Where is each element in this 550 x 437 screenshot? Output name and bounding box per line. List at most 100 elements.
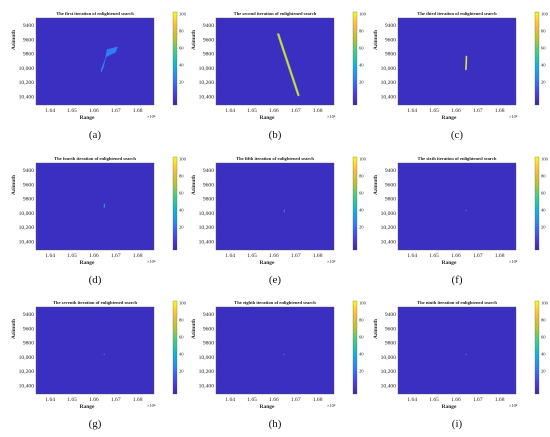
panel-f: The sixth iteration of enlightened searc… <box>373 156 549 286</box>
x-tick-label: 1.67 <box>473 397 483 403</box>
y-tick-label: 9400 <box>385 168 396 174</box>
y-tick-label: 10,200 <box>199 369 215 375</box>
search-point <box>283 353 285 356</box>
x-tick-label: 1.64 <box>45 108 55 114</box>
x-axis-label: Range <box>442 404 457 410</box>
y-tick-label: 10,000 <box>19 211 35 217</box>
panel-caption: (e) <box>269 274 282 286</box>
panel-title: The first iteration of enlightened searc… <box>56 11 134 16</box>
x-tick-label: 1.65 <box>247 108 257 114</box>
y-tick-label: 9800 <box>23 197 34 203</box>
y-tick-label: 10,000 <box>381 355 397 361</box>
colorbar-tick-label: 40 <box>359 208 364 213</box>
y-tick-label: 9800 <box>385 341 396 347</box>
x-tick-label: 1.67 <box>473 108 483 114</box>
x-tick-label: 1.65 <box>247 253 257 259</box>
colorbar-tick-label: 60 <box>541 335 546 340</box>
y-tick-label: 9800 <box>203 197 214 203</box>
y-axis-label: Azimuth <box>191 175 197 195</box>
panel-title: The fourth iteration of enlightened sear… <box>54 156 136 161</box>
y-tick-label: 9600 <box>203 326 214 332</box>
y-axis-label: Azimuth <box>11 319 17 339</box>
x-tick-label: 1.66 <box>269 397 279 403</box>
x-exponent-label: ×10⁴ <box>509 114 518 119</box>
y-tick-label: 9600 <box>23 182 34 188</box>
colorbar-tick-label: 60 <box>541 46 546 51</box>
panel-b: The second iteration of enlightened sear… <box>191 11 367 141</box>
x-tick-label: 1.67 <box>291 253 301 259</box>
colorbar-tick-label: 60 <box>541 191 546 196</box>
colorbar-tick-label: 60 <box>359 335 364 340</box>
heatmap-background <box>215 306 335 395</box>
y-tick-label: 9400 <box>23 23 34 29</box>
y-tick-label: 9800 <box>23 52 34 58</box>
x-axis-label: Range <box>442 260 457 266</box>
x-tick-label: 1.65 <box>429 108 439 114</box>
panel-title: The fifth iteration of enlightened searc… <box>236 156 314 161</box>
y-axis-label: Azimuth <box>373 175 379 195</box>
search-point <box>103 353 105 356</box>
search-point <box>465 209 467 212</box>
y-tick-label: 10,400 <box>199 94 215 100</box>
colorbar-tick-label: 20 <box>359 225 364 230</box>
y-tick-label: 10,200 <box>19 369 35 375</box>
y-tick-label: 10,000 <box>19 66 35 72</box>
heatmap-background <box>35 17 155 106</box>
y-tick-label: 10,200 <box>199 225 215 231</box>
colorbar-tick-label: 20 <box>541 225 546 230</box>
y-axis-label: Azimuth <box>373 319 379 339</box>
colorbar-tick-label: 40 <box>359 63 364 68</box>
x-tick-label: 1.67 <box>111 397 121 403</box>
colorbar-tick-label: 80 <box>541 318 546 323</box>
colorbar <box>534 11 540 106</box>
x-tick-label: 1.65 <box>67 108 77 114</box>
x-tick-label: 1.66 <box>269 108 279 114</box>
panel-title: The sixth iteration of enlightened searc… <box>418 156 497 161</box>
colorbar-tick-label: 40 <box>541 208 546 213</box>
heatmap-background <box>397 162 517 251</box>
panel-title: The eighth iteration of enlightened sear… <box>234 300 316 305</box>
search-region-core <box>277 34 299 96</box>
x-tick-label: 1.68 <box>495 253 505 259</box>
x-exponent-label: ×10⁴ <box>327 403 336 408</box>
colorbar-tick-label: 80 <box>179 174 184 179</box>
colorbar-tick-label: 20 <box>541 369 546 374</box>
colorbar-tick-label: 20 <box>359 369 364 374</box>
panel-a: The first iteration of enlightened searc… <box>11 11 187 141</box>
x-exponent-label: ×10⁴ <box>509 403 518 408</box>
x-tick-label: 1.68 <box>313 253 323 259</box>
x-axis-label: Range <box>260 260 275 266</box>
y-axis-label: Azimuth <box>373 30 379 50</box>
y-tick-label: 10,000 <box>381 66 397 72</box>
panel-c: The third iteration of enlightened searc… <box>373 11 549 141</box>
colorbar-tick-label: 20 <box>179 369 184 374</box>
heatmap-background <box>397 17 517 106</box>
colorbar-tick-label: 100 <box>359 12 367 17</box>
colorbar <box>534 300 540 395</box>
y-tick-label: 10,000 <box>199 355 215 361</box>
heatmap-background <box>397 306 517 395</box>
y-axis-label: Azimuth <box>191 30 197 50</box>
x-tick-label: 1.67 <box>291 108 301 114</box>
y-tick-label: 9400 <box>23 168 34 174</box>
x-tick-label: 1.66 <box>451 397 461 403</box>
y-tick-label: 10,200 <box>19 80 35 86</box>
colorbar-tick-label: 100 <box>179 12 187 17</box>
y-axis-label: Azimuth <box>11 30 17 50</box>
y-tick-label: 9800 <box>203 341 214 347</box>
x-tick-label: 1.68 <box>133 253 143 259</box>
colorbar <box>172 11 178 106</box>
x-tick-label: 1.68 <box>495 108 505 114</box>
y-tick-label: 9800 <box>203 52 214 58</box>
y-tick-label: 10,400 <box>199 239 215 245</box>
panel-g: The seventh iteration of enlightened sea… <box>11 300 187 430</box>
heatmap-background <box>35 162 155 251</box>
y-tick-label: 9600 <box>385 326 396 332</box>
x-exponent-label: ×10⁴ <box>147 114 156 119</box>
colorbar-tick-label: 80 <box>541 29 546 34</box>
x-tick-label: 1.66 <box>269 253 279 259</box>
panel-e: The fifth iteration of enlightened searc… <box>191 156 367 286</box>
x-tick-label: 1.65 <box>67 397 77 403</box>
y-tick-label: 10,200 <box>199 80 215 86</box>
